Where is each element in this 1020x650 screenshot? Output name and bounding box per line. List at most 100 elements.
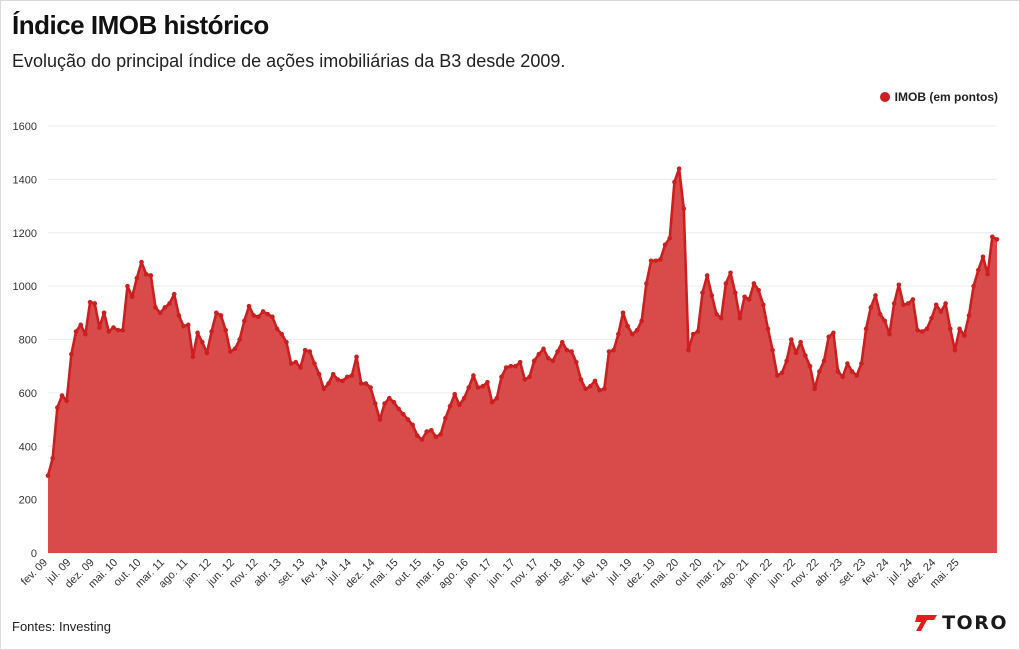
x-tick-label: fev. 24 xyxy=(860,557,891,588)
data-point xyxy=(204,350,210,356)
data-point xyxy=(728,270,733,276)
data-point xyxy=(293,359,299,365)
data-point xyxy=(461,395,467,401)
data-point xyxy=(569,349,574,354)
data-point xyxy=(457,402,462,408)
data-point xyxy=(966,313,972,318)
data-point xyxy=(709,293,715,298)
brand-name: TORO xyxy=(942,612,1008,634)
data-point xyxy=(171,291,177,297)
data-point xyxy=(990,234,995,240)
x-tick-label: fev. 09 xyxy=(19,557,50,588)
data-point xyxy=(447,403,453,409)
data-point xyxy=(312,361,317,366)
data-point xyxy=(134,275,140,281)
data-point xyxy=(218,313,224,318)
chart-title: Índice IMOB histórico xyxy=(12,10,269,40)
data-point xyxy=(695,329,701,334)
data-point xyxy=(480,383,486,389)
data-point xyxy=(228,349,233,354)
data-point xyxy=(760,302,766,308)
data-point xyxy=(288,361,294,366)
data-point xyxy=(363,381,369,386)
data-point xyxy=(634,327,640,333)
data-point xyxy=(681,206,687,212)
data-point xyxy=(87,299,93,305)
y-tick-label: 1200 xyxy=(13,228,37,240)
data-point xyxy=(793,350,799,356)
data-point xyxy=(527,374,532,380)
data-point xyxy=(499,374,504,380)
data-point xyxy=(625,323,630,329)
data-point xyxy=(901,302,906,308)
data-point xyxy=(704,273,710,278)
data-point xyxy=(798,339,803,345)
x-tick-label: fev. 19 xyxy=(580,557,611,588)
data-point xyxy=(976,267,981,273)
data-point xyxy=(597,387,602,393)
data-point xyxy=(985,271,990,277)
data-point xyxy=(718,315,724,321)
data-point xyxy=(157,310,163,316)
data-point xyxy=(405,417,411,422)
data-point xyxy=(905,301,911,306)
data-point xyxy=(419,437,425,442)
data-point xyxy=(377,417,383,422)
data-point xyxy=(971,283,976,289)
data-point xyxy=(232,346,238,352)
data-point xyxy=(686,347,691,353)
data-point xyxy=(821,358,827,364)
data-point xyxy=(209,329,214,334)
y-tick-label: 600 xyxy=(19,388,37,400)
y-tick-label: 1000 xyxy=(13,281,37,293)
data-point xyxy=(919,329,925,334)
data-point xyxy=(644,281,649,286)
data-point xyxy=(583,386,588,392)
data-point xyxy=(957,326,962,332)
data-point xyxy=(251,313,256,318)
data-point xyxy=(489,399,495,405)
data-point xyxy=(321,386,327,392)
data-point xyxy=(887,331,892,337)
data-point xyxy=(340,378,345,384)
data-point xyxy=(877,311,883,317)
data-point xyxy=(302,347,308,353)
data-point xyxy=(980,254,986,260)
data-point xyxy=(807,363,813,369)
data-point xyxy=(69,351,74,357)
data-point xyxy=(812,386,817,392)
data-point xyxy=(50,455,55,461)
data-point xyxy=(429,427,434,433)
data-point xyxy=(349,373,355,378)
data-point xyxy=(545,355,551,361)
data-point xyxy=(732,290,738,296)
data-point xyxy=(868,305,874,310)
data-point xyxy=(639,318,645,324)
data-point xyxy=(391,399,397,405)
data-point xyxy=(924,326,930,332)
data-point xyxy=(910,297,916,302)
data-point xyxy=(602,386,607,392)
data-point xyxy=(587,383,593,389)
data-point xyxy=(190,354,196,360)
data-point xyxy=(45,473,51,478)
data-point xyxy=(270,314,275,320)
data-point xyxy=(559,339,565,345)
data-point xyxy=(961,333,967,338)
data-point xyxy=(952,347,958,353)
brand-logo: TORO xyxy=(915,612,1008,634)
data-point xyxy=(242,318,247,324)
data-point xyxy=(831,330,836,336)
data-point xyxy=(438,431,443,437)
data-point xyxy=(330,371,336,377)
chart-subtitle: Evolução do principal índice de ações im… xyxy=(12,51,566,71)
data-point xyxy=(676,166,682,171)
data-point xyxy=(573,359,579,365)
series-points xyxy=(45,166,1000,478)
data-point xyxy=(564,347,570,353)
data-point xyxy=(284,339,289,345)
data-point xyxy=(223,327,228,333)
data-point xyxy=(933,302,939,308)
